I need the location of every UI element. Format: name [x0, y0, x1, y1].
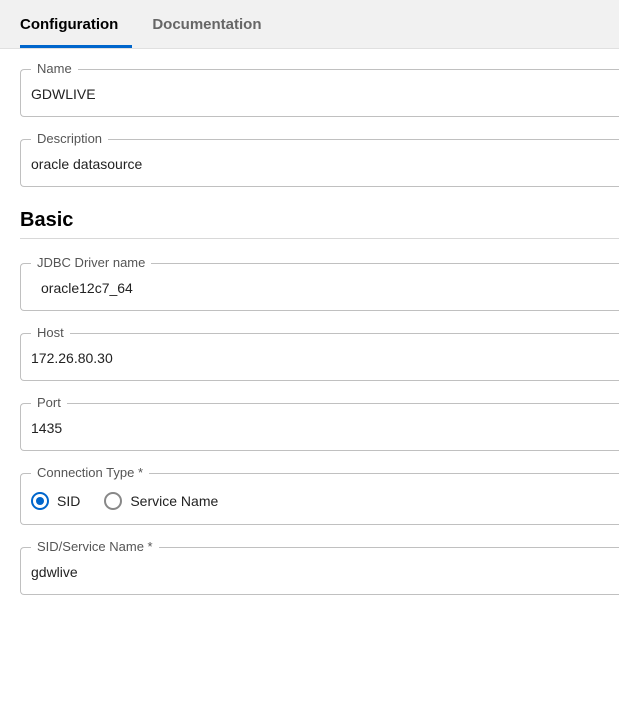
field-connection-type: Connection Type * SID Service Name	[20, 473, 619, 525]
field-description: Description	[20, 139, 619, 187]
field-name: Name	[20, 69, 619, 117]
radio-service-name-label: Service Name	[130, 493, 218, 509]
radio-sid-label: SID	[57, 493, 80, 509]
input-description[interactable]	[31, 156, 609, 172]
field-jdbc-driver: JDBC Driver name	[20, 263, 619, 311]
input-jdbc-driver[interactable]	[41, 280, 609, 296]
label-host: Host	[31, 325, 70, 340]
radio-sid-circle	[31, 492, 49, 510]
field-sid-service: SID/Service Name *	[20, 547, 619, 595]
tabs-bar: Configuration Documentation	[0, 0, 619, 49]
field-port: Port	[20, 403, 619, 451]
input-sid-service[interactable]	[31, 564, 609, 580]
label-jdbc-driver: JDBC Driver name	[31, 255, 151, 270]
field-host: Host	[20, 333, 619, 381]
input-port[interactable]	[31, 420, 609, 436]
input-host[interactable]	[31, 350, 609, 366]
label-sid-service: SID/Service Name *	[31, 539, 159, 554]
label-description: Description	[31, 131, 108, 146]
section-basic-title: Basic	[20, 209, 619, 232]
tab-documentation[interactable]: Documentation	[152, 0, 275, 48]
label-port: Port	[31, 395, 67, 410]
radio-service-name-circle	[104, 492, 122, 510]
tab-configuration[interactable]: Configuration	[20, 0, 132, 48]
radio-sid[interactable]: SID	[31, 492, 80, 510]
radio-service-name[interactable]: Service Name	[104, 492, 218, 510]
section-basic-divider	[20, 238, 619, 239]
form-content: Name Description Basic JDBC Driver name …	[0, 49, 619, 637]
input-name[interactable]	[31, 86, 609, 102]
label-connection-type: Connection Type *	[31, 465, 149, 480]
label-name: Name	[31, 61, 78, 76]
